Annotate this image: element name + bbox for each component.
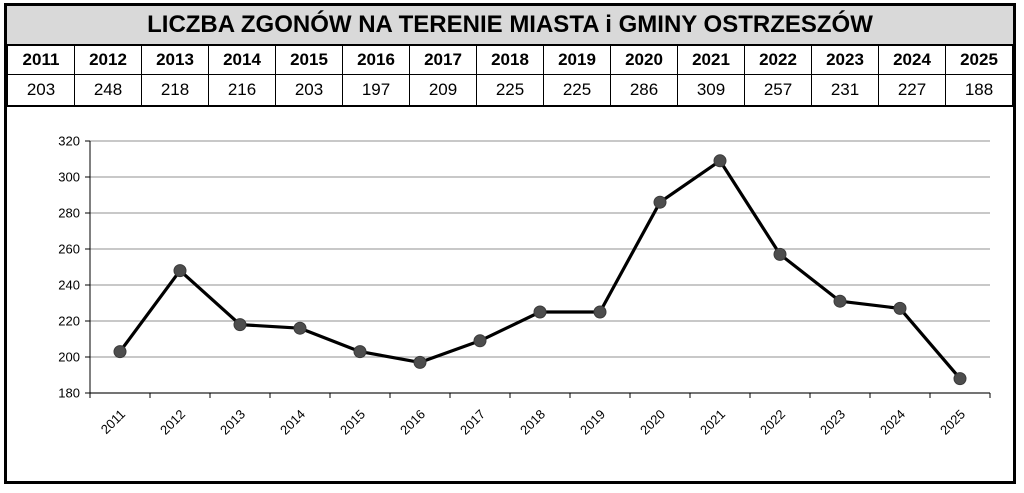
y-tick-label: 200: [58, 350, 80, 365]
x-tick-label: 2011: [98, 407, 128, 437]
x-tick-label: 2012: [157, 407, 188, 438]
table-value-cell: 227: [878, 74, 946, 107]
table-year-cell: 2021: [677, 44, 745, 75]
table-value-cell: 203: [7, 74, 75, 107]
line-chart: 180 200 220 240 260 280 300 320 2011 2012 2013 2014…: [58, 134, 991, 438]
table-value-cell: 203: [275, 74, 343, 107]
table-year-cell: 2016: [342, 44, 410, 75]
table-value-cell: 188: [945, 74, 1013, 107]
table-year-cell: 2017: [409, 44, 477, 75]
data-table: 2011 2012 2013 2014 2015 2016 2017 2018 2019 2020…: [7, 44, 1013, 107]
table-year-cell: 2019: [543, 44, 611, 75]
table-year-cell: 2015: [275, 44, 343, 75]
table-value-cell: 309: [677, 74, 745, 107]
y-tick-label: 240: [58, 278, 80, 293]
table-year-cell: 2022: [744, 44, 812, 75]
table-value-cell: 225: [543, 74, 611, 107]
table-year-cell: 2024: [878, 44, 946, 75]
x-tick-label: 2025: [937, 407, 968, 438]
table-value-cell: 216: [208, 74, 276, 107]
y-tick-label: 220: [58, 314, 80, 329]
data-point: [953, 372, 967, 386]
data-point: [653, 195, 667, 209]
table-year-cell: 2025: [945, 44, 1013, 75]
x-tick-label: 2020: [637, 407, 668, 438]
y-tick-label: 320: [58, 134, 80, 149]
data-point: [533, 305, 547, 319]
table-year-cell: 2011: [7, 44, 75, 75]
data-point: [833, 294, 847, 308]
data-point: [773, 247, 787, 261]
x-tick-label: 2019: [577, 407, 608, 438]
y-tick-label: 180: [58, 386, 80, 401]
table-value-cell: 209: [409, 74, 477, 107]
table-value-cell: 225: [476, 74, 544, 107]
x-tick-label: 2014: [277, 407, 308, 438]
table-year-cell: 2014: [208, 44, 276, 75]
series-line: [118, 159, 962, 380]
chart-title: LICZBA ZGONÓW NA TERENIE MIASTA i GMINY …: [7, 6, 1013, 46]
table-value-cell: 231: [811, 74, 879, 107]
table-year-cell: 2013: [141, 44, 209, 75]
data-point: [713, 154, 727, 168]
data-point: [293, 321, 307, 335]
data-point: [473, 334, 487, 348]
table-row-values: 203 248 218 216 203 197 209 225 225 286 309 257 231 2…: [7, 74, 1013, 107]
x-tick-label: 2024: [877, 407, 908, 438]
y-tick-label: 300: [58, 170, 80, 185]
chart-frame: LICZBA ZGONÓW NA TERENIE MIASTA i GMINY …: [4, 3, 1016, 484]
table-value-cell: 197: [342, 74, 410, 107]
table-row-years: 2011 2012 2013 2014 2015 2016 2017 2018 2019 2020…: [7, 44, 1013, 75]
y-tick-label: 280: [58, 206, 80, 221]
table-value-cell: 257: [744, 74, 812, 107]
data-point: [173, 264, 187, 278]
table-year-cell: 2020: [610, 44, 678, 75]
table-value-cell: 286: [610, 74, 678, 107]
x-tick-label: 2018: [517, 407, 548, 438]
table-year-cell: 2012: [74, 44, 142, 75]
table-year-cell: 2023: [811, 44, 879, 75]
data-point: [413, 355, 427, 369]
data-point: [233, 318, 247, 332]
data-point: [593, 305, 607, 319]
table-year-cell: 2018: [476, 44, 544, 75]
y-tick-label: 260: [58, 242, 80, 257]
data-point: [113, 345, 127, 359]
x-tick-label: 2016: [397, 407, 428, 438]
x-tick-label: 2022: [757, 407, 788, 438]
x-tick-label: 2023: [817, 407, 848, 438]
data-point: [353, 345, 367, 359]
table-value-cell: 218: [141, 74, 209, 107]
x-tick-label: 2017: [457, 407, 488, 438]
x-tick-label: 2015: [337, 407, 368, 438]
table-value-cell: 248: [74, 74, 142, 107]
data-point: [893, 301, 907, 315]
x-tick-label: 2021: [697, 407, 728, 438]
x-tick-label: 2013: [217, 407, 248, 438]
